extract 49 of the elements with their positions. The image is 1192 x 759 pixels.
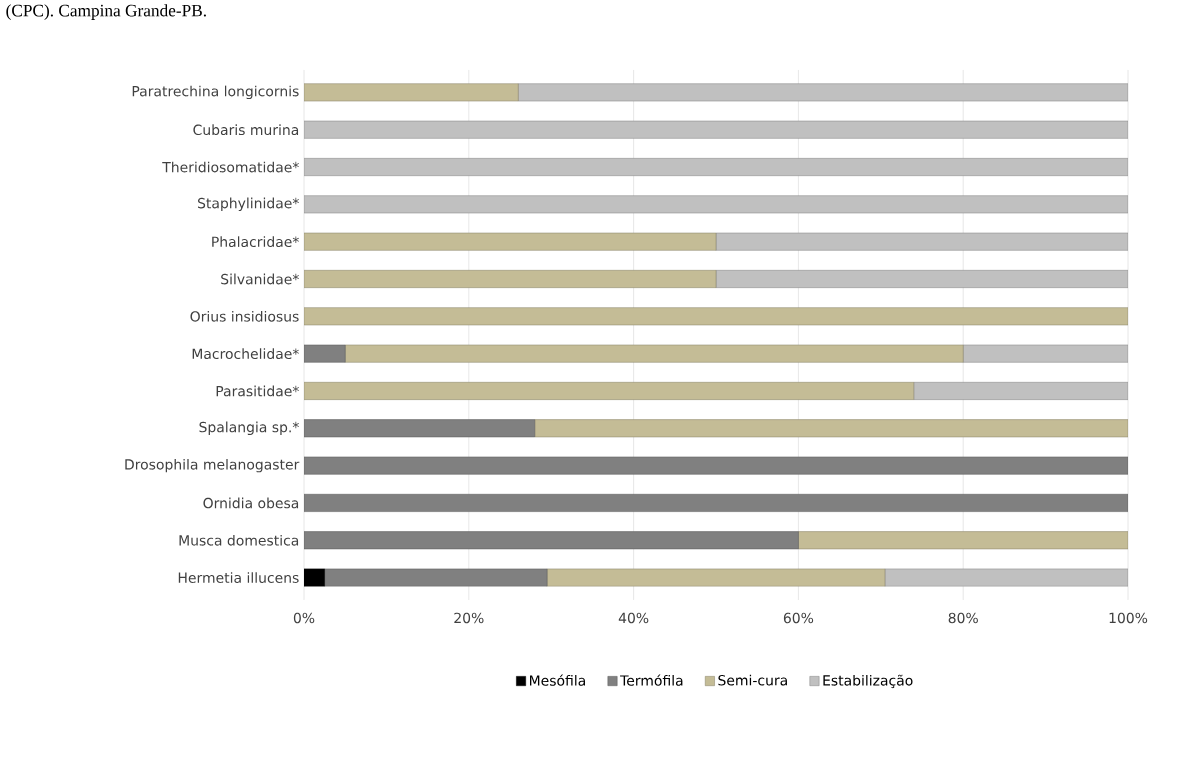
bar <box>546 568 886 587</box>
bar <box>913 382 1129 400</box>
y-tick-label: Orius insidiosus <box>190 310 299 322</box>
legend-label: Termófila <box>620 674 683 686</box>
bar <box>304 382 915 400</box>
y-tick-label: Silvanidae* <box>221 273 299 285</box>
x-tick-label: 100% <box>1109 612 1148 624</box>
y-tick-label: Hermetia illucens <box>178 572 299 583</box>
y-tick-label: Staphylinidae* <box>197 197 299 212</box>
x-tick-label: 40% <box>618 612 649 624</box>
bar <box>304 307 1129 326</box>
y-tick-label: Musca domestica <box>179 534 299 546</box>
bar <box>304 344 346 363</box>
y-tick-label: Parasitidae* <box>216 385 299 397</box>
y-tick-label: Macrochelidae* <box>192 348 299 360</box>
bar <box>517 83 1129 102</box>
bar <box>344 344 964 363</box>
x-tick-label: 60% <box>783 612 814 624</box>
legend-label: Estabilização <box>823 674 913 689</box>
x-tick-label: 80% <box>948 612 978 624</box>
legend-label: Semi-cura <box>718 674 787 686</box>
bar <box>962 344 1129 363</box>
bar <box>304 83 519 102</box>
bar <box>304 232 717 251</box>
bar <box>304 158 1129 176</box>
legend-label: Mesófila <box>530 674 585 686</box>
y-tick-label: Drosophila melanogaster <box>125 458 300 473</box>
bar <box>304 494 1129 512</box>
y-tick-label: Phalacridae* <box>212 236 299 248</box>
y-tick-label: Theridiosomatidae* <box>162 161 299 173</box>
y-tick-label: Ornidia obesa <box>203 497 299 509</box>
x-tick-label: 0% <box>293 612 315 624</box>
bar <box>715 270 1129 288</box>
y-tick-label: Cubaris murina <box>193 124 299 136</box>
bar <box>534 419 1129 438</box>
bar <box>324 568 548 587</box>
x-tick-label: 20% <box>454 612 484 624</box>
bar <box>304 419 535 438</box>
bar <box>884 568 1129 587</box>
bar <box>304 270 717 288</box>
y-tick-label: Paratrechina longicornis <box>132 85 299 100</box>
text: (CPC). Campina Grande-PB. <box>6 4 206 20</box>
bar <box>715 232 1129 251</box>
bar <box>304 456 1129 475</box>
bar <box>304 195 1129 214</box>
bar <box>304 531 799 550</box>
bar <box>304 120 1129 139</box>
y-tick-label: Spalangia sp.* <box>199 421 299 436</box>
bar <box>798 531 1129 550</box>
